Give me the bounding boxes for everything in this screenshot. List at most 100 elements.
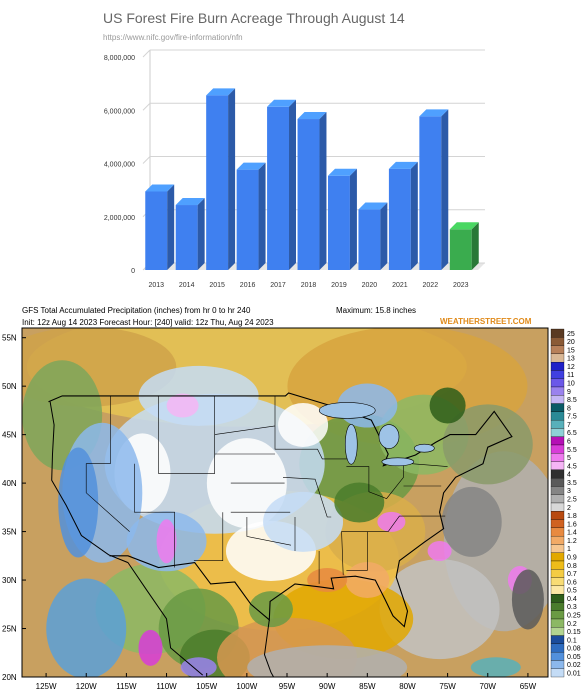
legend-label: 1.4 [567,530,577,537]
map-header-title: GFS Total Accumulated Precipitation (inc… [22,306,251,315]
legend-swatch [550,395,565,404]
bar-front [327,175,350,270]
lat-label: 25N [2,625,17,634]
bar-2022 [419,109,449,270]
precip-region [345,562,390,599]
legend-swatch [550,577,565,587]
legend-label: 1.2 [567,538,577,545]
legend-label: 11 [567,372,574,379]
bar-side [441,109,449,270]
bar-front [419,116,442,270]
legend-label: 0.02 [567,662,581,669]
state-border [214,425,276,435]
weatherstreet-brand: WEATHERSTREET.COM [440,317,532,326]
state-border [246,517,292,546]
legend-label: 5.5 [567,447,577,454]
lon-label: 115W [116,682,137,691]
bar-top [267,99,297,107]
great-lake [381,457,415,467]
lon-label: 125W [36,682,57,691]
legend-label: 2.5 [567,497,577,504]
pacific-coast [49,401,204,676]
state-border [134,463,175,568]
legend-swatch [550,660,565,669]
precip-region [470,657,521,677]
precip-region [379,559,500,660]
x-tick-label: 2017 [270,282,286,289]
legend-label: 7.5 [567,414,577,421]
legend-swatch [550,328,565,338]
legend-swatch [550,453,565,462]
bar-side [410,161,418,270]
legend-swatch [550,560,565,570]
precip-region [46,578,127,677]
bar-top [449,222,479,230]
legend-label: 0.4 [567,596,577,603]
legend-swatch [550,444,565,454]
bar-front [175,205,198,270]
bar-side [380,202,388,270]
state-border [274,395,348,460]
legend-label: 0.3 [567,604,577,611]
legend-label: 0.7 [567,571,577,578]
precip-region [278,402,329,447]
legend-label: 0.2 [567,621,577,628]
legend-label: 0.5 [567,588,577,595]
bar-top [327,168,357,176]
y-tick-label: 8,000,000 [104,55,135,62]
precip-field [22,328,548,677]
y-tick-label: 2,000,000 [104,215,135,222]
legend-swatch [550,345,565,355]
lat-label: 40N [2,479,17,488]
bar-chart: 0 2,000,000 4,000,000 6,000,000 8,000,000 201… [104,49,485,289]
state-border [282,477,332,518]
state-border [85,395,130,532]
bar-side [258,162,266,270]
lon-label: 120W [76,682,97,691]
legend-label: 0.08 [567,646,581,653]
great-lake [318,402,376,419]
precipitation-map-panel: GFS Total Accumulated Precipitation (inc… [0,300,587,692]
bar-2019 [327,168,357,270]
lon-label: 110W [156,682,177,691]
precip-region [156,519,177,564]
precip-region [248,591,293,628]
lon-label: 80W [399,682,416,691]
precip-region [511,569,544,630]
legend-label: 6.5 [567,430,577,437]
legend-swatch [550,378,565,388]
bar-front [145,191,168,270]
bar-2021 [388,161,418,270]
x-tick-label: 2021 [392,282,408,289]
precip-region [138,629,163,666]
lat-label: 20N [2,673,17,682]
state-border [346,463,404,499]
legend-label: 6 [567,439,571,446]
x-tick-label: 2015 [209,282,225,289]
legend-swatch [550,353,565,363]
legend-swatch [550,668,565,678]
chart-title: US Forest Fire Burn Acreage Through Augu… [103,10,405,26]
x-tick-label: 2023 [453,282,469,289]
legend-label: 8.5 [567,397,577,404]
legend-label: 3.5 [567,480,577,487]
legend-label: 4.5 [567,463,577,470]
lon-label: 100W [236,682,257,691]
bar-top [419,109,449,117]
legend-label: 25 [567,331,575,338]
state-border [346,531,368,571]
lat-label: 50N [2,382,17,391]
y-tick-label: 6,000,000 [104,108,135,115]
bar-2015 [206,88,236,270]
legend-label: 10 [567,381,575,388]
map-maximum: Maximum: 15.8 inches [336,306,416,315]
legend-swatch [550,593,565,603]
chart-subtitle: https://www.nifc.gov/fire-information/nf… [103,33,243,42]
map-frame [21,327,549,678]
bar-side [289,99,297,270]
bar-front [358,209,381,270]
bar-front [236,169,259,270]
legend-swatch [550,361,565,371]
precip-region [58,447,99,558]
legend-swatch [550,370,565,379]
